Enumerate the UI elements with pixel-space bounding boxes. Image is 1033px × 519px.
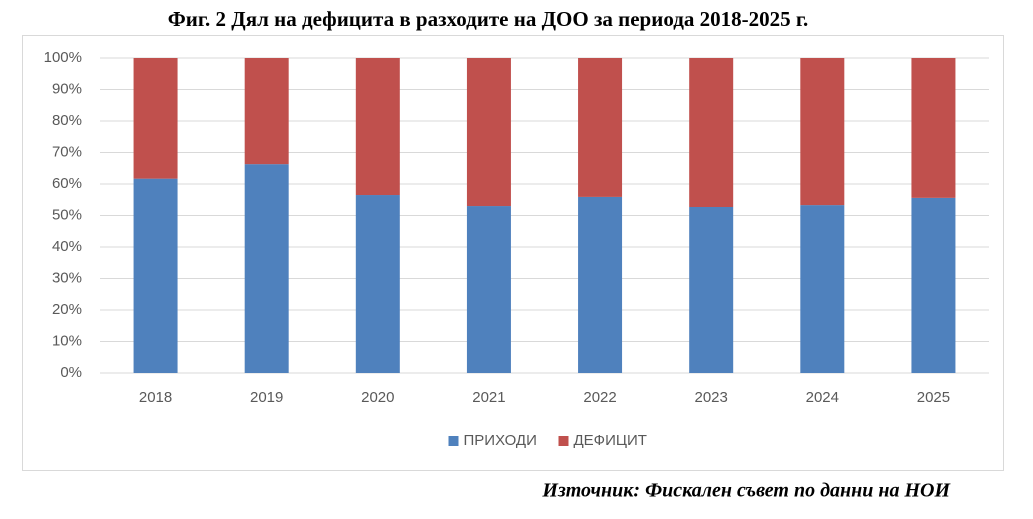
y-tick-label: 90% xyxy=(52,80,82,97)
x-tick-label: 2025 xyxy=(917,389,950,406)
y-tick-label: 40% xyxy=(52,238,82,255)
chart-title: Фиг. 2 Дял на дефицита в разходите на ДО… xyxy=(168,7,809,31)
y-tick-label: 10% xyxy=(52,332,82,349)
legend-label: ПРИХОДИ xyxy=(464,432,537,449)
bar-segment xyxy=(466,58,511,207)
x-tick-label: 2023 xyxy=(695,389,728,406)
bar-segment xyxy=(911,58,956,198)
bar-segment xyxy=(133,178,178,373)
chart-border xyxy=(22,35,1004,471)
x-tick-label: 2020 xyxy=(361,389,394,406)
bar-segment xyxy=(133,58,178,179)
x-tick-label: 2022 xyxy=(583,389,616,406)
y-tick-label: 100% xyxy=(44,49,82,66)
y-tick-label: 0% xyxy=(60,364,82,381)
x-tick-label: 2021 xyxy=(472,389,505,406)
y-tick-label: 20% xyxy=(52,301,82,318)
legend-swatch xyxy=(448,436,459,446)
bar-segment xyxy=(911,197,956,373)
bar-segment xyxy=(689,58,734,207)
bar-segment xyxy=(578,196,623,373)
bar-segment xyxy=(466,206,511,373)
source-note: Източник: Фискален съвет по данни на НОИ xyxy=(541,480,951,502)
y-tick-label: 30% xyxy=(52,269,82,286)
bar-segment xyxy=(800,58,845,206)
y-tick-label: 80% xyxy=(52,112,82,129)
bar-segment xyxy=(355,58,400,196)
x-tick-label: 2024 xyxy=(806,389,839,406)
y-tick-label: 50% xyxy=(52,206,82,223)
bar-segment xyxy=(689,206,734,373)
x-tick-label: 2018 xyxy=(139,389,172,406)
legend-swatch xyxy=(558,436,569,446)
bar-segment xyxy=(244,164,289,373)
bar-segment xyxy=(800,205,845,373)
y-tick-label: 60% xyxy=(52,175,82,192)
x-tick-label: 2019 xyxy=(250,389,283,406)
legend-label: ДЕФИЦИТ xyxy=(574,432,647,449)
bar-segment xyxy=(578,58,623,197)
bar-segment xyxy=(355,195,400,373)
bar-segment xyxy=(244,58,289,165)
y-tick-label: 70% xyxy=(52,143,82,160)
